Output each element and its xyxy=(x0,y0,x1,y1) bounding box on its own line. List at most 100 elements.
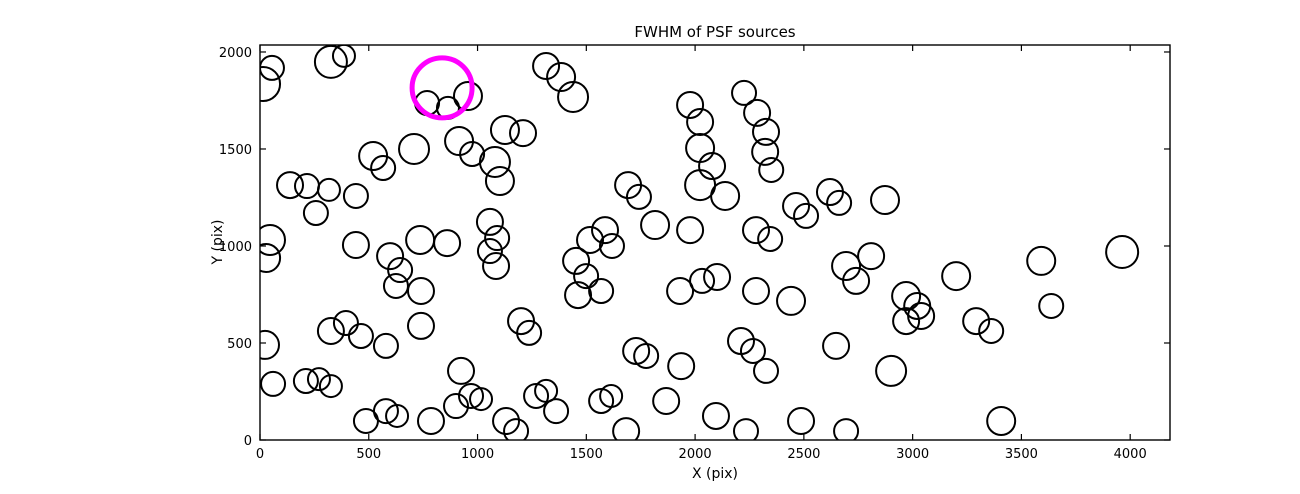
psf-source-circle xyxy=(509,119,538,148)
psf-source-circle xyxy=(444,126,475,157)
psf-source-circle xyxy=(260,54,285,81)
x-tick-label: 3500 xyxy=(1005,447,1038,462)
psf-source-circle xyxy=(793,202,820,229)
psf-source-circle xyxy=(416,406,445,435)
psf-source-circle xyxy=(332,310,359,337)
psf-source-circle xyxy=(433,229,462,258)
psf-source-circle xyxy=(986,405,1017,436)
psf-source-circle xyxy=(458,382,485,409)
psf-source-circle xyxy=(787,406,816,435)
psf-source-circle xyxy=(516,319,543,346)
psf-source-circle xyxy=(276,171,305,200)
x-tick-label: 1000 xyxy=(461,447,494,462)
psf-source-circle xyxy=(892,307,921,336)
x-tick-label: 2000 xyxy=(679,447,712,462)
psf-source-circle xyxy=(591,216,620,245)
psf-source-circle xyxy=(875,354,908,387)
psf-source-circle xyxy=(698,152,727,181)
y-tick-label: 1500 xyxy=(219,143,252,158)
psf-source-circle xyxy=(443,393,470,420)
psf-source-circle xyxy=(376,242,405,271)
psf-source-circle xyxy=(710,180,741,211)
psf-source-circle xyxy=(478,145,511,178)
chart-title: FWHM of PSF sources xyxy=(634,23,795,41)
psf-source-circle xyxy=(758,156,785,183)
psf-source-circle xyxy=(370,155,397,182)
psf-source-circle xyxy=(573,263,600,290)
psf-source-circle xyxy=(562,246,591,275)
psf-source-circle xyxy=(1026,245,1057,276)
psf-source-circle xyxy=(576,225,605,254)
psf-source-circle xyxy=(469,387,494,412)
psf-source-circle xyxy=(543,398,570,425)
psf-source-circle xyxy=(742,216,771,245)
psf-source-circle xyxy=(523,382,550,409)
x-tick-label: 0 xyxy=(256,447,264,462)
psf-source-circle xyxy=(612,417,641,440)
psf-source-circle xyxy=(739,337,766,364)
psf-source-circle xyxy=(588,388,615,415)
psf-source-circle xyxy=(978,317,1005,344)
psf-source-circle xyxy=(382,272,409,299)
psf-source-circle xyxy=(405,224,436,255)
psf-source-circle xyxy=(676,90,705,119)
psf-source-circle xyxy=(398,132,431,165)
psf-source-circle xyxy=(842,266,871,295)
psf-source-circle xyxy=(625,183,652,210)
psf-source-circle xyxy=(776,285,807,316)
axis-tick-labels: 0 500 1000 1500 2000 2500 3000 3500 4000 0 500 1000… xyxy=(219,46,1147,462)
psf-source-circle xyxy=(870,185,901,216)
psf-source-circle xyxy=(385,403,410,428)
psf-source-circle xyxy=(652,387,681,416)
psf-source-circle xyxy=(564,281,593,310)
psf-source-circle xyxy=(406,311,435,340)
highlighted-psf-circle xyxy=(409,55,475,121)
psf-source-circle xyxy=(260,243,282,274)
psf-source-circle xyxy=(633,342,660,369)
plot-border xyxy=(259,44,1171,441)
psf-source-circle xyxy=(1105,235,1140,270)
psf-source-circle xyxy=(387,257,414,284)
psf-source-circle xyxy=(476,238,503,265)
psf-source-circle xyxy=(484,165,515,196)
psf-source-circle xyxy=(701,401,730,430)
x-tick-label: 3000 xyxy=(896,447,929,462)
axis-ticks xyxy=(259,45,1170,441)
psf-source-circle xyxy=(316,177,341,202)
psf-source-circle xyxy=(260,66,282,102)
psf-source-circle xyxy=(406,277,435,306)
psf-source-circle xyxy=(831,250,862,281)
psf-source-circle xyxy=(731,79,758,106)
psf-source-circle xyxy=(557,80,590,113)
psf-source-circle xyxy=(833,418,860,440)
psf-source-circle xyxy=(742,277,771,306)
psf-source-circle xyxy=(447,356,476,385)
y-tick-label: 2000 xyxy=(219,46,252,61)
psf-source-circle xyxy=(822,331,851,360)
psf-source-circle xyxy=(588,278,615,305)
psf-source-circle xyxy=(459,141,486,168)
psf-source-circle xyxy=(752,117,781,146)
x-tick-label: 500 xyxy=(356,447,381,462)
psf-source-circle xyxy=(347,323,374,350)
psf-source-circle xyxy=(782,192,811,221)
psf-source-circle xyxy=(733,418,759,440)
psf-source-circle xyxy=(685,133,716,164)
psf-source-circle xyxy=(489,114,520,145)
psf-source-circle xyxy=(826,189,853,216)
psf-source-circle xyxy=(260,329,280,360)
psf-source-circle xyxy=(598,232,625,259)
psf-source-circle xyxy=(815,178,844,207)
psf-source-circle xyxy=(753,357,780,384)
psf-source-circle xyxy=(751,137,780,166)
psf-source-circle xyxy=(676,216,705,245)
psf-source-circle xyxy=(686,108,715,137)
psf-source-circle xyxy=(703,263,732,292)
psf-source-circle xyxy=(640,210,671,241)
psf-source-circle xyxy=(292,368,319,395)
scatter-points xyxy=(260,45,1140,440)
psf-source-circle xyxy=(302,200,329,227)
psf-source-circle xyxy=(666,277,695,306)
